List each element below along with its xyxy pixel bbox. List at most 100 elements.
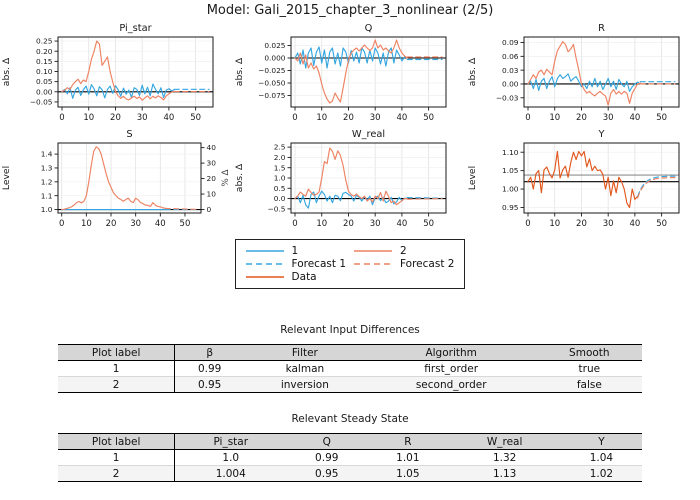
table-header-cell: Plot label — [58, 433, 176, 450]
svg-text:10: 10 — [207, 190, 217, 199]
table-cell: 2 — [58, 376, 176, 393]
legend-wrap: 1 2 Forecast 1 Forecast 2 Data — [0, 239, 700, 289]
table-header-cell: Filter — [244, 344, 366, 361]
table-header-cell: Algorithm — [365, 344, 537, 361]
subplot-s: 0 10 20 30 40 50 1.0 1.1 1.2 1.3 1.4 0 10 20 30 40 % Δ S L… — [0, 127, 233, 233]
svg-text:1.3: 1.3 — [41, 164, 53, 173]
svg-text:0: 0 — [525, 113, 530, 123]
svg-text:30: 30 — [207, 159, 217, 168]
table-cell: false — [536, 376, 642, 393]
svg-text:40: 40 — [155, 219, 166, 229]
svg-text:−0.050: −0.050 — [258, 79, 286, 88]
series-forecast-2 — [164, 207, 198, 210]
svg-text:0.0: 0.0 — [274, 194, 286, 203]
svg-text:20: 20 — [576, 113, 587, 123]
table-cell: 1.01 — [396, 451, 420, 464]
table-header-cell: Q — [286, 433, 368, 450]
legend-line-swatch — [354, 250, 392, 252]
svg-text:1.4: 1.4 — [41, 150, 53, 159]
subplot-canvas: 0 10 20 30 40 50 1.0 1.1 1.2 1.3 1.4 0 10 20 30 40 % Δ S L… — [1, 129, 231, 229]
table-cell: 0.99 — [315, 451, 339, 464]
subplot-q: 0 10 20 30 40 50 −0.075 −0.050 −0.025 0.000 0.025 Q… — [233, 21, 466, 127]
table-header-row: Plot label Pi_star Q R W_real Y — [58, 433, 642, 450]
legend: 1 2 Forecast 1 Forecast 2 Data — [234, 239, 466, 289]
legend-line-swatch — [245, 276, 284, 278]
svg-text:20: 20 — [207, 174, 217, 183]
legend-item-data: Data — [244, 271, 346, 283]
svg-text:1.0: 1.0 — [41, 205, 53, 214]
subplot-canvas: 0 10 20 30 40 50 −0.075 −0.050 −0.025 0.000 0.025 Q… — [234, 23, 447, 123]
legend-line-swatch — [354, 263, 392, 265]
subplot-title: Y — [598, 129, 605, 140]
legend-item-forecast-2: Forecast 2 — [352, 258, 454, 270]
table-row: 1 1.0 0.99 1.01 1.32 1.04 — [58, 449, 642, 466]
legend-item-1: 1 — [244, 245, 346, 257]
series-forecast-2 — [637, 177, 676, 199]
svg-text:50: 50 — [180, 219, 191, 229]
y-axis-label: abs. Δ — [1, 57, 12, 86]
table-title-input-differences: Relevant Input Differences — [280, 324, 420, 336]
table-cell: 1.0 — [222, 451, 240, 464]
subplot-w_real: 0 10 20 30 40 50 −0.5 0.0 0.5 1.0 1.5 2.0 2.5 W_real a… — [233, 127, 466, 233]
legend-line-swatch — [245, 263, 284, 265]
table-header-cell: Smooth — [536, 344, 642, 361]
table-cell: 1.05 — [367, 465, 449, 482]
table-cell: 0.99 — [197, 362, 222, 375]
svg-text:30: 30 — [130, 219, 141, 229]
svg-text:0.95: 0.95 — [502, 203, 519, 212]
table-cell: 0.95 — [286, 465, 368, 482]
subplot-canvas: 0 10 20 30 40 50 −0.05 0.000.050.100.150.200.25… — [1, 23, 214, 123]
y-axis-label: Level — [1, 166, 12, 190]
svg-text:50: 50 — [656, 219, 667, 229]
subplot-pi_star: 0 10 20 30 40 50 −0.05 0.00 0.05 0.10 0.15 0.20 0.25… — [0, 21, 233, 127]
legend-label: Forecast 1 — [291, 258, 346, 270]
svg-text:0.06: 0.06 — [502, 52, 519, 61]
svg-text:0.03: 0.03 — [502, 66, 519, 75]
legend-label: Data — [291, 271, 317, 283]
svg-text:10: 10 — [83, 113, 94, 123]
svg-text:1.10: 1.10 — [502, 148, 519, 157]
table-row: 2 0.95 inversion second_order false — [58, 376, 642, 393]
table-cell: second_order — [365, 376, 537, 393]
svg-text:30: 30 — [137, 113, 148, 123]
svg-text:−0.025: −0.025 — [258, 66, 286, 75]
svg-text:40: 40 — [629, 113, 640, 123]
svg-text:30: 30 — [603, 219, 614, 229]
table-cell: 1.04 — [589, 451, 614, 464]
y-axis-label: abs. Δ — [234, 57, 245, 86]
series-forecast-2 — [406, 198, 443, 200]
y-axis-label: abs. Δ — [234, 163, 245, 192]
svg-text:30: 30 — [370, 219, 381, 229]
legend-label: 1 — [291, 245, 299, 257]
svg-text:0.000: 0.000 — [264, 54, 285, 63]
table-steady-state: Plot label Pi_star Q R W_real Y 1 1.0 0.99 1.01 1.… — [58, 433, 642, 482]
table-header-cell: Plot label — [58, 344, 176, 361]
svg-text:10: 10 — [81, 219, 92, 229]
table-row: 1 0.99 kalman first_order true — [58, 360, 642, 377]
table-header-cell: W_real — [448, 433, 561, 450]
svg-text:50: 50 — [423, 219, 434, 229]
series-1 — [294, 190, 408, 209]
svg-text:30: 30 — [370, 113, 381, 123]
svg-text:20: 20 — [106, 219, 117, 229]
svg-text:10: 10 — [316, 113, 327, 123]
series-forecast-1 — [406, 196, 443, 199]
svg-text:20: 20 — [110, 113, 121, 123]
series-2 — [527, 41, 641, 106]
table-cell: first_order — [424, 362, 479, 375]
svg-text:0.20: 0.20 — [36, 47, 53, 56]
svg-text:0.5: 0.5 — [274, 184, 286, 193]
svg-text:0.00: 0.00 — [502, 80, 519, 89]
svg-text:10: 10 — [549, 219, 560, 229]
svg-text:1.5: 1.5 — [274, 163, 286, 172]
series-2 — [61, 146, 166, 211]
subplot-canvas: 0 10 20 30 40 50 −0.50.00.51.0 1.52.02.5 W_reala… — [234, 129, 447, 229]
svg-text:0.025: 0.025 — [264, 41, 285, 50]
legend-item-forecast-1: Forecast 1 — [244, 258, 346, 270]
svg-text:1.1: 1.1 — [41, 191, 53, 200]
svg-text:−0.03: −0.03 — [496, 93, 519, 102]
svg-text:2.0: 2.0 — [274, 153, 286, 162]
series-1 — [61, 83, 175, 99]
right-axis-label: % Δ — [221, 169, 231, 186]
